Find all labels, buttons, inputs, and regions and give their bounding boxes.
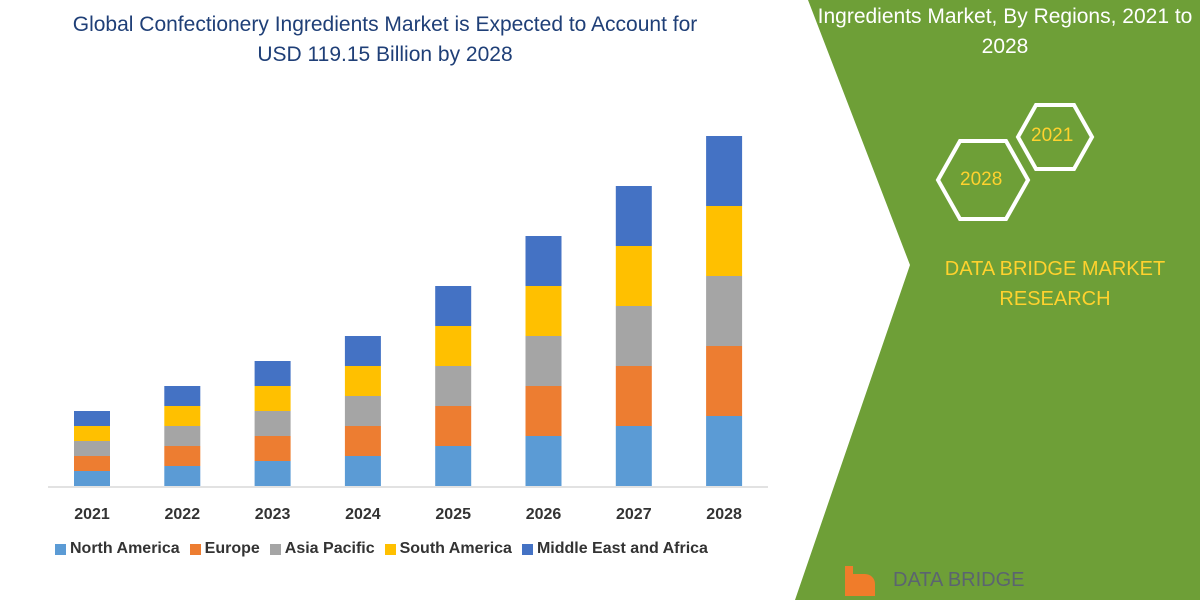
bar-2023-north-america (254, 461, 291, 486)
legend-swatch (55, 543, 66, 555)
x-tick-label: 2028 (706, 506, 742, 523)
bar-2024-south-america (344, 366, 381, 396)
bar-2028-north-america (706, 416, 743, 486)
legend-swatch (269, 543, 281, 555)
bar-2021-south-america (74, 426, 110, 441)
legend-swatch (521, 543, 533, 555)
bar-2025-middle-east-and-africa (435, 286, 472, 326)
bar-2028-europe (706, 346, 743, 416)
bar-2027-south-america (615, 246, 652, 306)
legend-label: Middle East and Africa (536, 540, 708, 557)
bar-2027-asia-pacific (615, 306, 652, 366)
bar-2026-asia-pacific (525, 336, 562, 386)
bar-2021-europe (74, 456, 110, 471)
bar-2028-middle-east-and-africa (706, 136, 743, 206)
legend: North America Europe Asia Pacific South Ame… (55, 540, 708, 558)
brand-text: DATA BRIDGE MARKET RESEARCH (944, 258, 1166, 310)
bar-2023-asia-pacific (254, 411, 291, 436)
bar-2022-asia-pacific (164, 426, 201, 446)
bar-2024-europe (344, 426, 381, 456)
bar-2026-north-america (525, 436, 562, 486)
bar-2026-europe (525, 386, 562, 436)
legend-item: South America (384, 540, 512, 558)
hexagon-2028 (935, 139, 1031, 221)
logo-text: DATA BRIDGE (893, 569, 1025, 591)
legend-label: North America (70, 540, 180, 557)
bar-2025-europe (435, 406, 472, 446)
hex-label-2021: 2021 (1031, 125, 1074, 146)
x-tick-label: 2026 (526, 506, 562, 523)
bar-2028-asia-pacific (706, 276, 743, 346)
legend-label: Asia Pacific (284, 540, 375, 557)
x-tick-label: 2022 (165, 506, 201, 523)
legend-label: South America (399, 540, 512, 557)
bar-2023-south-america (254, 386, 291, 411)
bar-2027-europe (615, 366, 652, 426)
bar-2027-middle-east-and-africa (615, 186, 652, 246)
green-panel (795, 0, 1200, 600)
bar-2021-middle-east-and-africa (74, 411, 110, 426)
hexagon-2021 (1015, 103, 1095, 171)
logo-icon (845, 566, 875, 596)
legend-swatch (384, 543, 396, 555)
bar-2025-north-america (435, 446, 472, 486)
legend-swatch (189, 543, 201, 555)
bar-2022-north-america (164, 466, 201, 486)
x-tick-label: 2025 (435, 506, 471, 523)
bar-2025-asia-pacific (435, 366, 472, 406)
legend-item: Asia Pacific (269, 540, 375, 558)
bar-2026-south-america (525, 286, 562, 336)
bar-2022-middle-east-and-africa (164, 386, 201, 406)
bar-2023-middle-east-and-africa (254, 361, 291, 386)
hex-label-2028: 2028 (960, 169, 1003, 190)
legend-item: Europe (189, 540, 260, 558)
bar-2025-south-america (435, 326, 472, 366)
legend-item: Middle East and Africa (521, 540, 708, 558)
bar-2024-asia-pacific (344, 396, 381, 426)
chart-title: Global Confectionery Ingredients Market … (72, 13, 698, 66)
x-tick-label: 2023 (255, 506, 291, 523)
bar-2024-north-america (344, 456, 381, 486)
legend-item: North America (55, 540, 180, 558)
legend-label: Europe (204, 540, 260, 557)
bar-2023-europe (254, 436, 291, 461)
bar-2021-asia-pacific (74, 441, 110, 456)
bar-2022-europe (164, 446, 201, 466)
bar-2028-south-america (706, 206, 743, 276)
x-tick-label: 2027 (616, 506, 652, 523)
x-tick-label: 2021 (74, 506, 110, 523)
side-title: Ingredients Market, By Regions, 2021 to … (817, 5, 1193, 58)
bar-2024-middle-east-and-africa (344, 336, 381, 366)
bar-2026-middle-east-and-africa (525, 236, 562, 286)
bar-2027-north-america (615, 426, 652, 486)
bar-2022-south-america (164, 406, 201, 426)
bar-2021-north-america (74, 471, 110, 486)
x-tick-label: 2024 (345, 506, 381, 523)
